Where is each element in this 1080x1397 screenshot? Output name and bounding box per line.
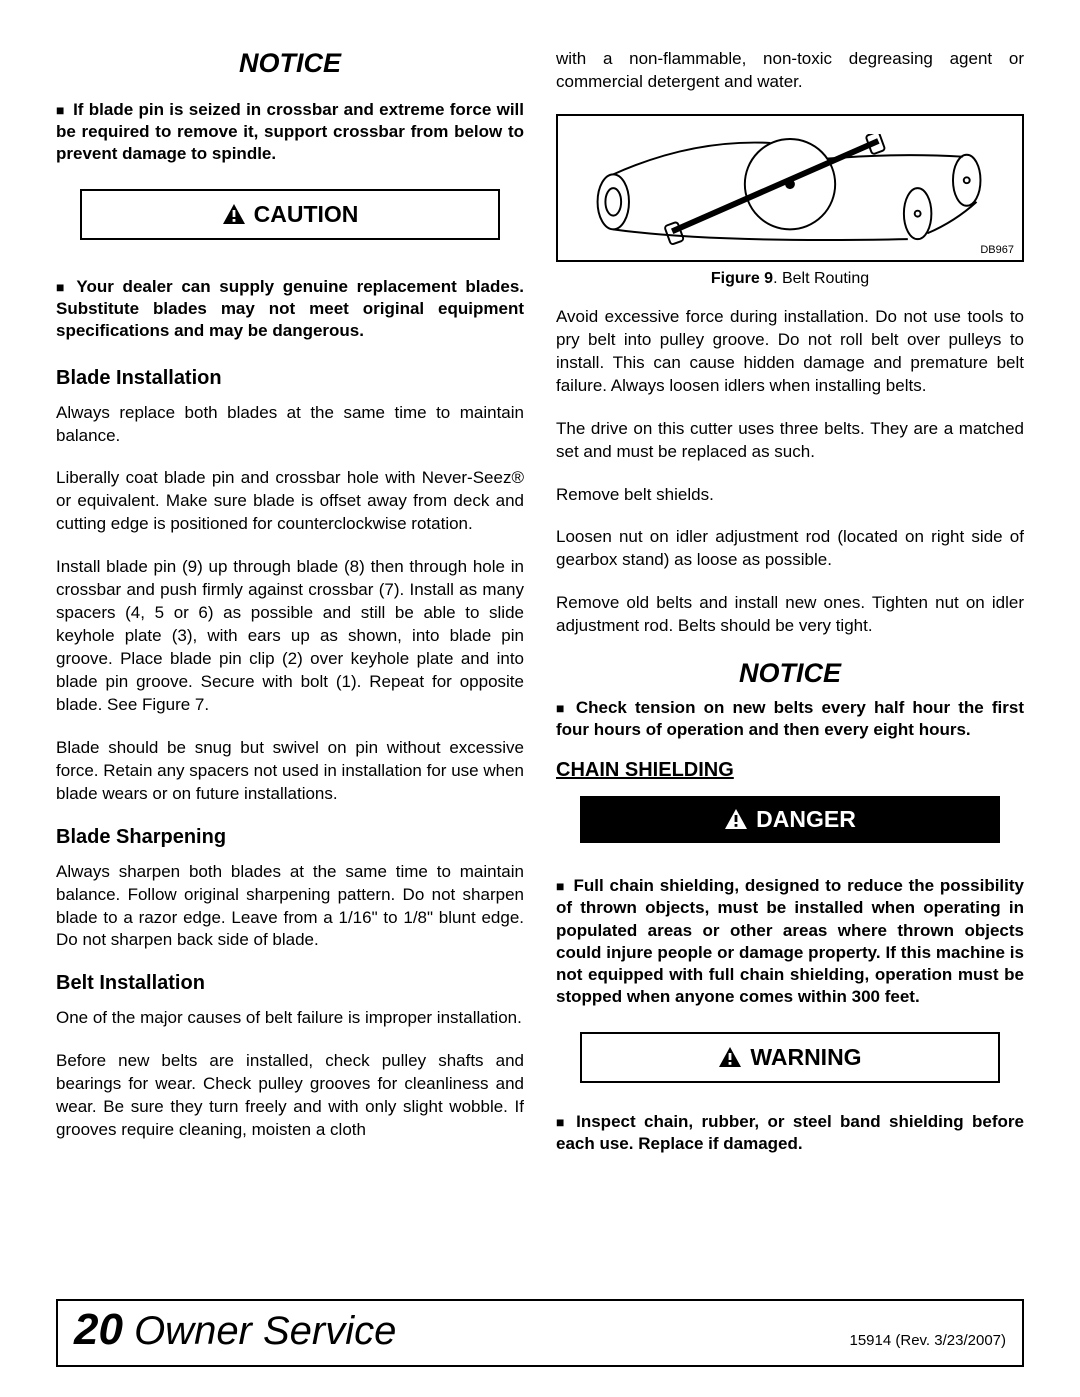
caution-text: ■Your dealer can supply genuine replacem… [56,276,524,342]
body-paragraph: Before new belts are installed, check pu… [56,1050,524,1142]
warning-icon [724,808,748,830]
body-paragraph: Avoid excessive force during installatio… [556,306,1024,398]
body-paragraph: Blade should be snug but swivel on pin w… [56,737,524,806]
body-paragraph: Liberally coat blade pin and crossbar ho… [56,467,524,536]
heading-blade-sharpening: Blade Sharpening [56,826,524,849]
figure-code: DB967 [980,244,1014,256]
body-paragraph: Remove belt shields. [556,484,1024,507]
footer-docrev: 15914 (Rev. 3/23/2007) [850,1332,1007,1349]
body-paragraph: with a non-flammable, non-toxic degreasi… [556,48,1024,94]
body-paragraph: Always sharpen both blades at the same t… [56,861,524,953]
heading-belt-installation: Belt Installation [56,972,524,995]
danger-text: ■Full chain shielding, designed to reduc… [556,875,1024,1008]
warning-text: ■Inspect chain, rubber, or steel band sh… [556,1111,1024,1155]
caution-callout: CAUTION [80,189,500,240]
footer-title: 20 Owner Service [74,1305,396,1355]
danger-callout: DANGER [580,796,1000,843]
body-paragraph: Loosen nut on idler adjustment rod (loca… [556,526,1024,572]
danger-label: DANGER [756,806,856,832]
notice-text: ■If blade pin is seized in crossbar and … [56,99,524,165]
body-paragraph: Always replace both blades at the same t… [56,402,524,448]
warning-label: WARNING [750,1044,861,1070]
notice-heading: NOTICE [56,48,524,79]
body-paragraph: One of the major causes of belt failure … [56,1007,524,1030]
warning-icon [222,203,246,225]
belt-routing-diagram [574,134,1006,254]
body-paragraph: The drive on this cutter uses three belt… [556,418,1024,464]
body-paragraph: Remove old belts and install new ones. T… [556,592,1024,638]
notice-text: ■Check tension on new belts every half h… [556,697,1024,741]
caution-label: CAUTION [254,201,359,227]
body-paragraph: Install blade pin (9) up through blade (… [56,556,524,717]
notice-heading: NOTICE [556,658,1024,689]
warning-callout: WARNING [580,1032,1000,1083]
page-footer: 20 Owner Service 15914 (Rev. 3/23/2007) [56,1299,1024,1367]
warning-icon [718,1046,742,1068]
heading-chain-shielding: CHAIN SHIELDING [556,759,1024,782]
figure-caption: Figure 9. Belt Routing [556,270,1024,288]
heading-blade-installation: Blade Installation [56,367,524,390]
figure-belt-routing: DB967 [556,114,1024,262]
